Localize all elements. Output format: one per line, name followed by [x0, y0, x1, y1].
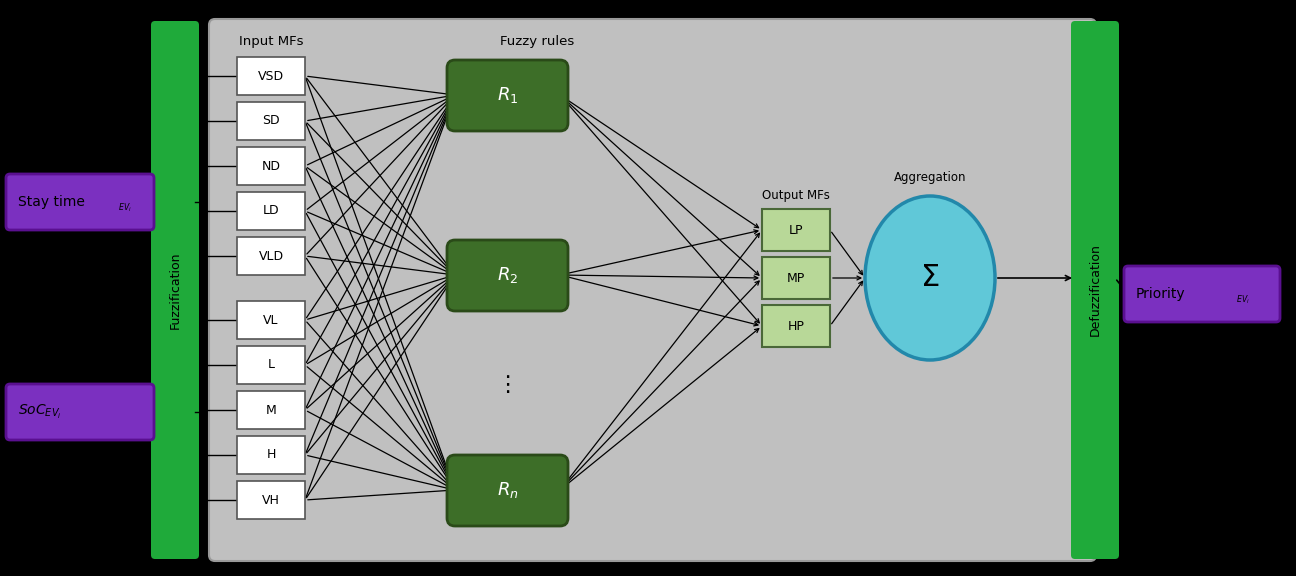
FancyBboxPatch shape — [237, 57, 305, 95]
FancyBboxPatch shape — [209, 19, 1096, 561]
Text: Aggregation: Aggregation — [894, 172, 967, 184]
Text: Fuzzification: Fuzzification — [168, 251, 181, 329]
Text: $_{EV_i}$: $_{EV_i}$ — [118, 201, 132, 215]
Text: LD: LD — [263, 204, 280, 218]
Text: LP: LP — [789, 223, 804, 237]
FancyBboxPatch shape — [1070, 21, 1118, 559]
Text: Priority: Priority — [1137, 287, 1186, 301]
FancyBboxPatch shape — [237, 237, 305, 275]
FancyBboxPatch shape — [6, 174, 154, 230]
Text: $R_1$: $R_1$ — [496, 85, 518, 105]
Text: H: H — [266, 449, 276, 461]
FancyBboxPatch shape — [762, 257, 829, 299]
Text: Output MFs: Output MFs — [762, 188, 829, 202]
FancyBboxPatch shape — [237, 192, 305, 230]
Text: VH: VH — [262, 494, 280, 506]
FancyBboxPatch shape — [1124, 266, 1280, 322]
FancyBboxPatch shape — [152, 21, 200, 559]
FancyBboxPatch shape — [447, 240, 568, 311]
Text: VLD: VLD — [258, 249, 284, 263]
Text: Defuzzification: Defuzzification — [1089, 244, 1102, 336]
FancyBboxPatch shape — [447, 455, 568, 526]
Text: Input MFs: Input MFs — [238, 36, 303, 48]
Text: SD: SD — [262, 115, 280, 127]
Text: ND: ND — [262, 160, 280, 172]
Text: L: L — [267, 358, 275, 372]
Text: Stay time: Stay time — [18, 195, 84, 209]
Text: $SoC_{EV_i}$: $SoC_{EV_i}$ — [18, 403, 62, 421]
Text: VL: VL — [263, 313, 279, 327]
FancyBboxPatch shape — [237, 436, 305, 474]
FancyBboxPatch shape — [237, 346, 305, 384]
Text: VSD: VSD — [258, 70, 284, 82]
FancyBboxPatch shape — [237, 301, 305, 339]
Text: $R_n$: $R_n$ — [496, 480, 518, 500]
Text: MP: MP — [787, 271, 805, 285]
Ellipse shape — [864, 196, 995, 360]
Text: Fuzzy rules: Fuzzy rules — [500, 36, 574, 48]
FancyBboxPatch shape — [762, 305, 829, 347]
FancyBboxPatch shape — [237, 391, 305, 429]
FancyBboxPatch shape — [447, 60, 568, 131]
FancyBboxPatch shape — [237, 102, 305, 140]
FancyBboxPatch shape — [237, 481, 305, 519]
Text: $_{EV_i}$: $_{EV_i}$ — [1236, 293, 1249, 307]
Text: M: M — [266, 404, 276, 416]
Text: HP: HP — [788, 320, 805, 332]
Text: $\Sigma$: $\Sigma$ — [920, 263, 940, 293]
FancyBboxPatch shape — [237, 147, 305, 185]
Text: ⋮: ⋮ — [496, 375, 518, 395]
FancyBboxPatch shape — [6, 384, 154, 440]
FancyBboxPatch shape — [762, 209, 829, 251]
Text: $R_2$: $R_2$ — [496, 265, 518, 285]
